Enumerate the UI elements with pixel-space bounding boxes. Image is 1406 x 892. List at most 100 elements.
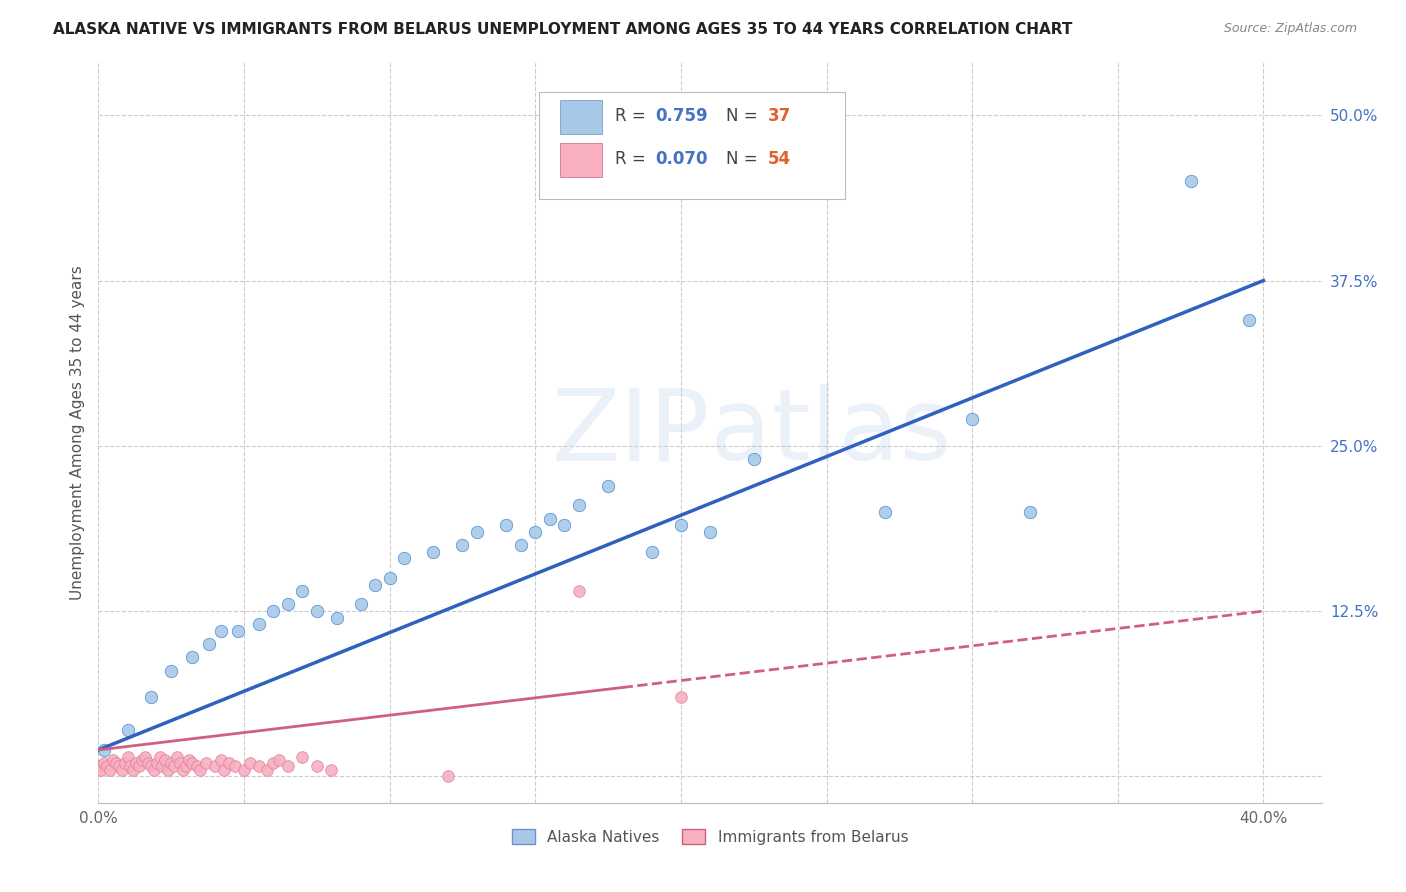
Y-axis label: Unemployment Among Ages 35 to 44 years: Unemployment Among Ages 35 to 44 years <box>69 265 84 600</box>
Point <box>873 505 896 519</box>
Point <box>742 452 765 467</box>
Point <box>188 763 212 777</box>
Point <box>117 749 139 764</box>
Text: Source: ZipAtlas.com: Source: ZipAtlas.com <box>1223 22 1357 36</box>
Point <box>177 754 200 768</box>
Point <box>125 756 148 771</box>
Text: ALASKA NATIVE VS IMMIGRANTS FROM BELARUS UNEMPLOYMENT AMONG AGES 35 TO 44 YEARS : ALASKA NATIVE VS IMMIGRANTS FROM BELARUS… <box>53 22 1073 37</box>
Point <box>139 758 162 772</box>
Text: 0.759: 0.759 <box>655 108 707 126</box>
Point <box>699 524 721 539</box>
Text: 37: 37 <box>768 108 790 126</box>
Point <box>495 518 517 533</box>
Point <box>326 611 349 625</box>
Point <box>291 749 314 764</box>
Point <box>160 756 183 771</box>
Point <box>224 758 246 772</box>
Point <box>437 769 460 783</box>
Point <box>114 756 136 771</box>
Point <box>87 758 110 772</box>
Text: R =: R = <box>614 150 651 168</box>
Point <box>247 758 270 772</box>
Point <box>291 584 314 599</box>
Point <box>157 763 180 777</box>
Point <box>1180 174 1202 188</box>
Point <box>451 538 474 552</box>
Point <box>93 756 115 771</box>
Text: N =: N = <box>725 108 763 126</box>
Point <box>117 723 139 737</box>
Point <box>134 749 156 764</box>
Point <box>1019 505 1042 519</box>
Point <box>262 756 284 771</box>
Point <box>568 584 591 599</box>
Point <box>128 758 150 772</box>
Point <box>120 758 142 772</box>
Point <box>180 650 202 665</box>
Point <box>568 499 591 513</box>
Text: ZIP: ZIP <box>551 384 710 481</box>
Point <box>378 571 401 585</box>
Point <box>104 756 127 771</box>
Point <box>509 538 531 552</box>
Point <box>256 763 278 777</box>
Point <box>96 758 118 772</box>
Point <box>139 690 162 704</box>
Point <box>152 758 174 772</box>
Point <box>247 617 270 632</box>
Point <box>465 524 488 539</box>
Point <box>198 637 221 651</box>
Point <box>131 754 153 768</box>
Point <box>226 624 249 638</box>
Point <box>669 690 692 704</box>
Point <box>108 758 131 772</box>
Point <box>174 758 197 772</box>
Point <box>93 743 115 757</box>
Point <box>209 754 232 768</box>
Point <box>136 756 159 771</box>
Point <box>960 412 983 426</box>
Point <box>166 749 188 764</box>
Point <box>209 624 232 638</box>
Point <box>596 478 619 492</box>
FancyBboxPatch shape <box>560 143 602 178</box>
Point <box>305 758 328 772</box>
Text: N =: N = <box>725 150 763 168</box>
Point <box>169 756 191 771</box>
Point <box>349 598 371 612</box>
Point <box>305 604 328 618</box>
Point <box>90 763 112 777</box>
Point <box>172 763 194 777</box>
Point <box>321 763 343 777</box>
Point <box>1237 313 1260 327</box>
Point <box>239 756 262 771</box>
Point <box>98 763 121 777</box>
Point <box>142 763 165 777</box>
Point <box>149 749 172 764</box>
Point <box>267 754 290 768</box>
Point <box>212 763 235 777</box>
Text: atlas: atlas <box>710 384 952 481</box>
Point <box>553 518 575 533</box>
Point <box>218 756 240 771</box>
Point <box>669 518 692 533</box>
Point <box>204 758 226 772</box>
Point <box>155 754 177 768</box>
Point <box>641 544 664 558</box>
Point <box>122 763 145 777</box>
Point <box>186 758 208 772</box>
Point <box>145 756 167 771</box>
Point <box>538 511 561 525</box>
FancyBboxPatch shape <box>560 100 602 135</box>
Point <box>392 551 416 566</box>
Point <box>180 756 202 771</box>
Point <box>277 598 299 612</box>
Text: 54: 54 <box>768 150 790 168</box>
Point <box>524 524 547 539</box>
Legend: Alaska Natives, Immigrants from Belarus: Alaska Natives, Immigrants from Belarus <box>506 822 914 851</box>
Point <box>163 758 186 772</box>
Point <box>422 544 444 558</box>
Point <box>233 763 256 777</box>
Point <box>101 754 124 768</box>
Point <box>195 756 218 771</box>
